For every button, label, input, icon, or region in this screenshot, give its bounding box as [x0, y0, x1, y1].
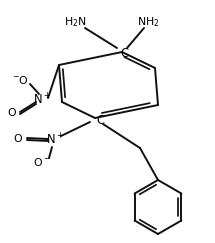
Text: $\mathregular{^{-}O}$: $\mathregular{^{-}O}$ — [12, 74, 28, 86]
Text: O: O — [8, 108, 16, 118]
Text: C: C — [120, 46, 128, 60]
Text: $\mathregular{N^+}$: $\mathregular{N^+}$ — [46, 132, 64, 148]
Text: $\mathregular{O^-}$: $\mathregular{O^-}$ — [33, 156, 51, 168]
Text: $\mathregular{H_2N}$: $\mathregular{H_2N}$ — [64, 15, 86, 29]
Text: O: O — [14, 134, 22, 144]
Text: $\mathregular{NH_2}$: $\mathregular{NH_2}$ — [137, 15, 159, 29]
Text: C: C — [96, 113, 104, 127]
Text: $\mathregular{N^+}$: $\mathregular{N^+}$ — [33, 92, 51, 108]
